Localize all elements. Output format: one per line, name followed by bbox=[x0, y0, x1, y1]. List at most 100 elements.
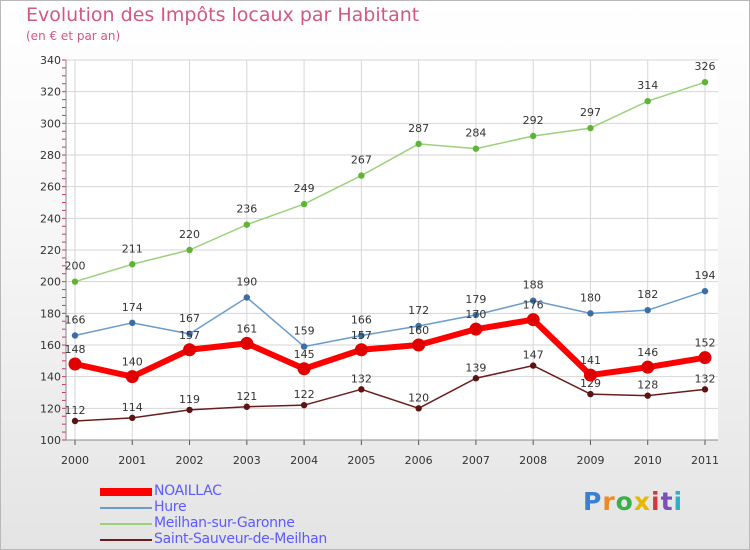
x-tick-label: 2011 bbox=[691, 454, 719, 467]
series-line bbox=[74, 290, 706, 348]
data-label: 166 bbox=[351, 314, 372, 327]
x-tick-label: 2002 bbox=[176, 454, 204, 467]
data-label: 132 bbox=[351, 372, 372, 385]
data-label: 161 bbox=[236, 322, 257, 335]
series-3: 112 114 119 121 122 132 120 139 147 129 128 132 bbox=[65, 349, 716, 425]
data-label: 314 bbox=[637, 79, 658, 92]
data-point bbox=[529, 297, 537, 304]
legend-item-noaillac[interactable]: NOAILLAC bbox=[100, 483, 360, 500]
data-point bbox=[243, 294, 251, 301]
data-point bbox=[129, 319, 136, 327]
data-point bbox=[529, 132, 537, 140]
legend-swatch bbox=[100, 507, 152, 509]
chart-subtitle: (en € et par an) bbox=[26, 29, 121, 43]
data-point bbox=[186, 246, 193, 254]
y-tick-label: 300 bbox=[40, 117, 61, 130]
data-label: 220 bbox=[179, 228, 200, 241]
data-label: 157 bbox=[179, 329, 200, 342]
data-label: 292 bbox=[523, 114, 544, 127]
legend-label: Saint-Sauveur-de-Meilhan bbox=[154, 531, 327, 547]
data-label: 157 bbox=[351, 329, 372, 342]
logo-letter: P bbox=[583, 487, 603, 516]
data-label: 152 bbox=[695, 337, 716, 350]
data-point bbox=[300, 343, 308, 350]
data-point bbox=[183, 343, 197, 357]
y-tick-label: 340 bbox=[40, 54, 61, 67]
data-point bbox=[240, 336, 254, 350]
data-point bbox=[71, 332, 79, 339]
y-tick-label: 240 bbox=[40, 212, 61, 225]
logo-letter: t bbox=[660, 487, 674, 516]
data-point bbox=[71, 417, 79, 425]
data-label: 121 bbox=[236, 390, 257, 403]
data-label: 284 bbox=[465, 127, 486, 140]
data-point bbox=[587, 124, 594, 132]
data-label: 176 bbox=[523, 299, 544, 312]
data-point bbox=[415, 405, 422, 412]
data-label: 146 bbox=[637, 346, 658, 359]
y-tick-label: 160 bbox=[40, 339, 61, 352]
data-point bbox=[358, 172, 365, 179]
data-label: 170 bbox=[465, 308, 486, 321]
y-tick-label: 280 bbox=[40, 149, 61, 162]
y-tick-label: 260 bbox=[40, 181, 61, 194]
data-point bbox=[297, 362, 311, 376]
logo-letter: x bbox=[633, 487, 651, 516]
y-tick-label: 120 bbox=[40, 402, 61, 415]
data-label: 180 bbox=[580, 291, 601, 304]
x-tick-label: 2009 bbox=[576, 454, 604, 467]
data-label: 112 bbox=[65, 404, 86, 417]
data-label: 211 bbox=[122, 242, 143, 255]
chart-title: Evolution des Impôts locaux par Habitant bbox=[26, 4, 420, 26]
legend-swatch bbox=[100, 488, 152, 496]
data-point bbox=[698, 351, 712, 365]
data-point bbox=[358, 332, 365, 339]
data-label: 132 bbox=[695, 372, 716, 385]
data-point bbox=[701, 78, 709, 86]
legend-swatch bbox=[100, 539, 152, 541]
data-label: 119 bbox=[179, 393, 200, 406]
data-label: 297 bbox=[580, 106, 601, 119]
x-tick-label: 2006 bbox=[405, 454, 433, 467]
data-point bbox=[529, 362, 537, 369]
data-label: 174 bbox=[122, 301, 143, 314]
data-point bbox=[186, 406, 193, 414]
data-label: 172 bbox=[408, 304, 429, 317]
x-tick-label: 2008 bbox=[519, 454, 547, 467]
series-2: 200 211 220 236 249 267 287 284 292 297 314 326 bbox=[65, 60, 716, 285]
y-tick-label: 100 bbox=[40, 434, 61, 447]
series-0: 148 140 157 161 145 157 160 170 176 141 146 152 bbox=[65, 299, 716, 384]
data-label: 194 bbox=[695, 269, 716, 282]
data-label: 128 bbox=[637, 379, 658, 392]
data-point bbox=[129, 414, 136, 422]
data-point bbox=[472, 145, 480, 152]
data-label: 188 bbox=[523, 279, 544, 292]
legend: NOAILLAC Hure Meilhan-sur-Garonne Saint-… bbox=[100, 483, 360, 548]
x-tick-label: 2007 bbox=[462, 454, 490, 467]
logo-letter: r bbox=[602, 487, 616, 516]
data-point bbox=[68, 357, 82, 371]
data-point bbox=[243, 221, 251, 228]
y-tick-label: 180 bbox=[40, 307, 61, 320]
data-point bbox=[472, 311, 480, 319]
data-label: 120 bbox=[408, 391, 429, 404]
data-point bbox=[526, 313, 540, 327]
legend-label: Meilhan-sur-Garonne bbox=[154, 515, 295, 531]
data-point bbox=[644, 306, 651, 314]
data-point bbox=[354, 343, 368, 357]
data-label: 249 bbox=[294, 182, 315, 195]
legend-item-hure[interactable]: Hure bbox=[100, 499, 360, 516]
data-label: 326 bbox=[695, 60, 716, 73]
x-tick-label: 2005 bbox=[347, 454, 375, 467]
legend-item-meilhan[interactable]: Meilhan-sur-Garonne bbox=[100, 515, 360, 532]
data-label: 114 bbox=[122, 401, 143, 414]
data-label: 267 bbox=[351, 154, 372, 167]
data-label: 167 bbox=[179, 312, 200, 325]
data-point bbox=[300, 200, 308, 208]
data-label: 122 bbox=[294, 388, 315, 401]
y-tick-label: 320 bbox=[40, 86, 61, 99]
data-point bbox=[644, 97, 651, 105]
series-line bbox=[74, 81, 706, 283]
legend-item-saint-sauveur[interactable]: Saint-Sauveur-de-Meilhan bbox=[100, 531, 360, 548]
data-label: 139 bbox=[465, 361, 486, 374]
